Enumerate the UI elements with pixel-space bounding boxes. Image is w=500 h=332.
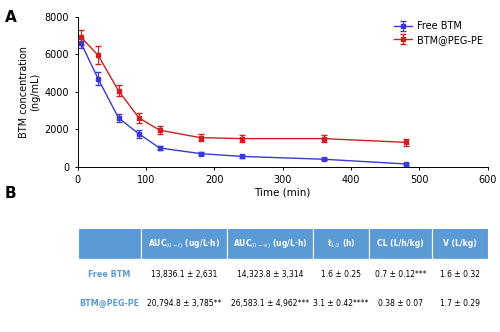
Text: t$_{1/2}$ (h): t$_{1/2}$ (h) (326, 238, 356, 250)
Text: BTM@PEG-PE: BTM@PEG-PE (80, 298, 140, 308)
Text: CL (L/h/kg): CL (L/h/kg) (377, 239, 424, 248)
Text: 1.6 ± 0.32: 1.6 ± 0.32 (440, 270, 480, 279)
FancyBboxPatch shape (368, 228, 432, 260)
FancyBboxPatch shape (227, 289, 313, 318)
Legend: Free BTM, BTM@PEG-PE: Free BTM, BTM@PEG-PE (394, 22, 482, 45)
Text: 0.38 ± 0.07: 0.38 ± 0.07 (378, 298, 423, 307)
Text: V (L/kg): V (L/kg) (443, 239, 476, 248)
Text: A: A (5, 10, 17, 25)
FancyBboxPatch shape (368, 289, 432, 318)
Text: 1.6 ± 0.25: 1.6 ± 0.25 (321, 270, 361, 279)
FancyBboxPatch shape (141, 228, 227, 260)
Y-axis label: BTM concentration
(ng/mL): BTM concentration (ng/mL) (19, 46, 40, 138)
FancyBboxPatch shape (432, 289, 488, 318)
FancyBboxPatch shape (141, 289, 227, 318)
FancyBboxPatch shape (78, 289, 141, 318)
FancyBboxPatch shape (78, 228, 141, 260)
Text: Free BTM: Free BTM (88, 270, 130, 279)
FancyBboxPatch shape (227, 260, 313, 289)
Text: 26,583.1 ± 4,962***: 26,583.1 ± 4,962*** (231, 298, 310, 307)
FancyBboxPatch shape (227, 228, 313, 260)
FancyBboxPatch shape (368, 260, 432, 289)
Text: 3.1 ± 0.42****: 3.1 ± 0.42**** (313, 298, 368, 307)
Text: AUC$_{(0-t)}$ (ug/L·h): AUC$_{(0-t)}$ (ug/L·h) (148, 237, 220, 251)
FancyBboxPatch shape (313, 260, 368, 289)
Text: AUC$_{(0-\infty)}$ (ug/L·h): AUC$_{(0-\infty)}$ (ug/L·h) (233, 237, 308, 251)
Text: 13,836.1 ± 2,631: 13,836.1 ± 2,631 (151, 270, 218, 279)
FancyBboxPatch shape (141, 260, 227, 289)
Text: 20,794.8 ± 3,785**: 20,794.8 ± 3,785** (147, 298, 222, 307)
Text: 14,323.8 ± 3,314: 14,323.8 ± 3,314 (237, 270, 304, 279)
FancyBboxPatch shape (78, 260, 141, 289)
FancyBboxPatch shape (432, 228, 488, 260)
Text: 1.7 ± 0.29: 1.7 ± 0.29 (440, 298, 480, 307)
Text: 0.7 ± 0.12***: 0.7 ± 0.12*** (374, 270, 426, 279)
FancyBboxPatch shape (432, 260, 488, 289)
FancyBboxPatch shape (313, 228, 368, 260)
FancyBboxPatch shape (313, 289, 368, 318)
Text: B: B (5, 186, 16, 201)
X-axis label: Time (min): Time (min) (254, 188, 310, 198)
